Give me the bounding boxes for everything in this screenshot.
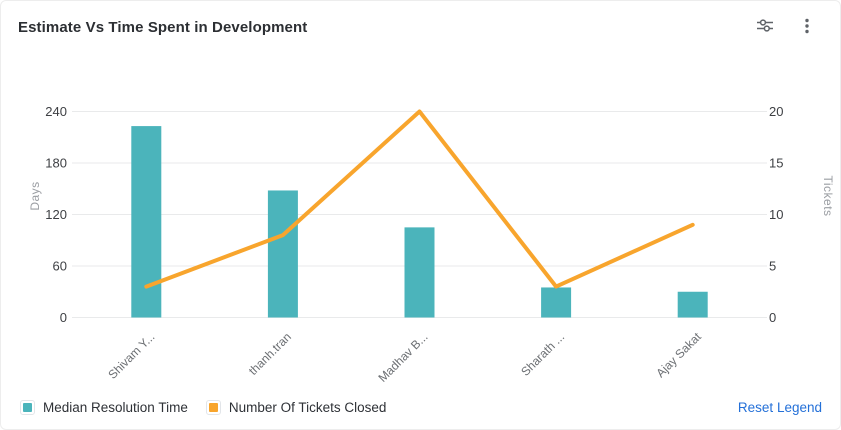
left-axis-tick-label: 180 xyxy=(45,156,67,171)
x-axis-category-label: thanh.tran xyxy=(246,330,294,378)
bar-median-resolution-time[interactable] xyxy=(131,126,162,318)
legend-chip xyxy=(205,399,221,415)
card-toolbar xyxy=(754,16,818,38)
left-axis-tick-label: 120 xyxy=(45,207,67,222)
x-axis-category-label: Madhav B... xyxy=(375,330,430,385)
chart-canvas[interactable]: 0 60 120 180 240 0 5 10 15 20 Days Tickets Shivam Y.… xyxy=(1,1,841,393)
left-axis-title: Days xyxy=(28,181,42,210)
legend-chip xyxy=(20,399,35,415)
bar-median-resolution-time[interactable] xyxy=(267,190,298,318)
card-header: Estimate Vs Time Spent in Development xyxy=(1,1,840,53)
sliders-icon xyxy=(756,17,774,38)
right-axis-tick-label: 0 xyxy=(769,310,776,325)
bar-median-resolution-time[interactable] xyxy=(541,287,572,318)
legend-item-median-resolution-time[interactable]: Median Resolution Time xyxy=(20,399,188,415)
bar-median-resolution-time[interactable] xyxy=(404,227,435,318)
x-axis-category-label: Ajay Sakat xyxy=(653,329,704,380)
chart-settings-button[interactable] xyxy=(754,16,776,38)
x-axis-category-label: Shivam Y... xyxy=(105,330,157,382)
bar-median-resolution-time[interactable] xyxy=(677,291,708,318)
legend-item-number-of-tickets-closed[interactable]: Number Of Tickets Closed xyxy=(205,399,387,415)
reset-legend-link[interactable]: Reset Legend xyxy=(737,399,822,415)
line-number-of-tickets-closed[interactable] xyxy=(144,109,695,289)
right-axis-title: Tickets xyxy=(821,175,835,216)
right-axis-tick-label: 5 xyxy=(769,259,776,274)
left-axis-tick-label: 60 xyxy=(53,259,67,274)
chart-title: Estimate Vs Time Spent in Development xyxy=(18,18,308,36)
x-axis-category-label: Sharath ... xyxy=(518,330,567,379)
right-axis-tick-label: 15 xyxy=(769,156,783,171)
right-axis-tick-label: 20 xyxy=(769,104,783,119)
teal-swatch-icon xyxy=(23,402,32,412)
legend-label: Median Resolution Time xyxy=(43,399,188,415)
left-axis-tick-label: 0 xyxy=(60,310,67,325)
right-axis-tick-label: 10 xyxy=(769,207,783,222)
more-options-button[interactable] xyxy=(796,16,818,38)
legend-label: Number Of Tickets Closed xyxy=(228,399,387,415)
orange-swatch-icon xyxy=(208,402,218,412)
left-axis-tick-label: 240 xyxy=(45,104,67,119)
kebab-menu-icon xyxy=(798,17,816,38)
chart-legend: Median Resolution Time Number Of Tickets… xyxy=(20,397,822,417)
